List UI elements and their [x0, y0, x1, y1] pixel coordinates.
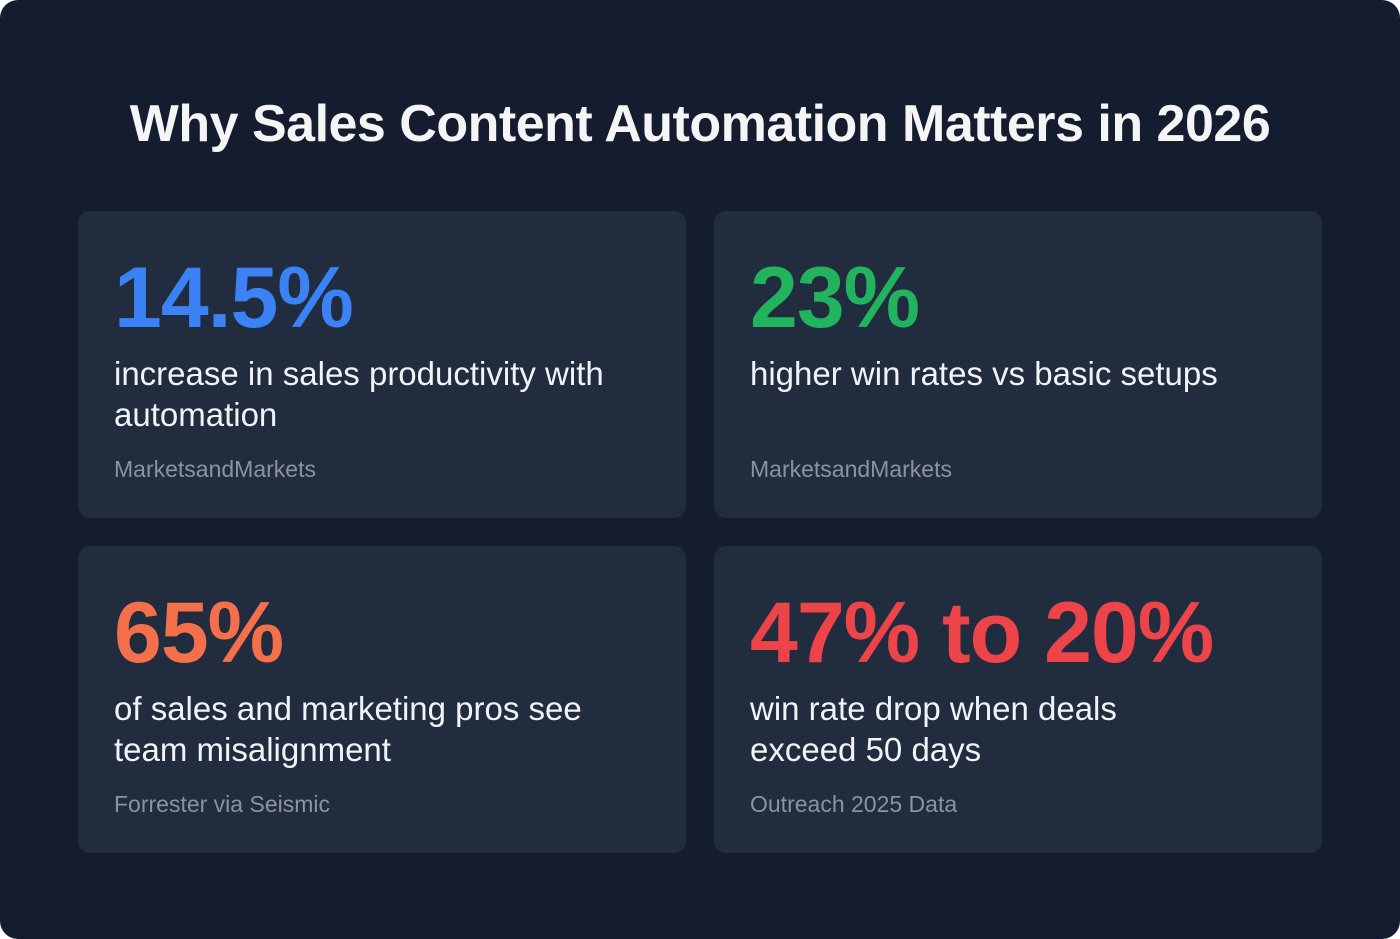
stat-source: MarketsandMarkets [750, 456, 952, 482]
stat-description: win rate drop when deals exceed 50 days [750, 690, 1117, 768]
stat-value: 23% [750, 250, 920, 346]
stat-source: Outreach 2025 Data [750, 791, 958, 817]
stat-card-productivity: 14.5% increase in sales productivity wit… [78, 211, 686, 518]
stat-description: increase in sales productivity with auto… [114, 355, 604, 433]
stat-card-win-rate-drop: 47% to 20% win rate drop when deals exce… [714, 546, 1322, 853]
stat-value: 14.5% [114, 250, 354, 346]
stat-value: 47% to 20% [750, 585, 1214, 681]
stat-description: higher win rates vs basic setups [750, 355, 1218, 392]
stat-card-misalignment: 65% of sales and marketing pros see team… [78, 546, 686, 853]
page-title: Why Sales Content Automation Matters in … [129, 95, 1271, 153]
stat-value: 65% [114, 585, 284, 681]
stat-source: MarketsandMarkets [114, 456, 316, 482]
stat-card-win-rates: 23% higher win rates vs basic setups Mar… [714, 211, 1322, 518]
stat-description: of sales and marketing pros see team mis… [114, 690, 582, 768]
stat-source: Forrester via Seismic [114, 791, 330, 817]
